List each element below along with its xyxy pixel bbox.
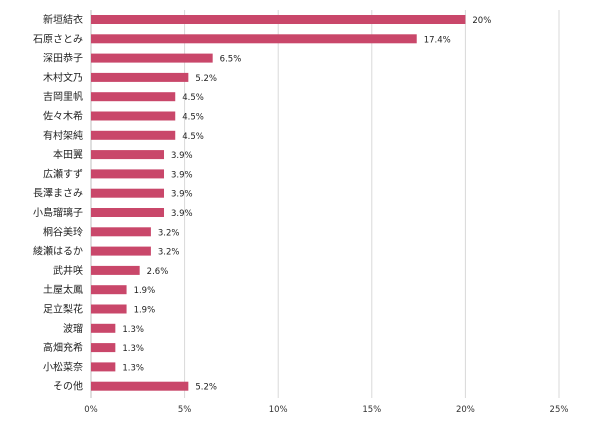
bar bbox=[91, 208, 165, 217]
x-tick-label: 20% bbox=[456, 405, 475, 415]
category-label: 石原さとみ bbox=[33, 33, 83, 45]
bar bbox=[91, 130, 176, 140]
category-label: 波瑠 bbox=[63, 322, 83, 335]
value-label: 6.5% bbox=[220, 55, 242, 65]
bar bbox=[91, 381, 189, 391]
bar bbox=[91, 34, 417, 44]
bar bbox=[91, 92, 176, 102]
x-tick-label: 10% bbox=[269, 405, 288, 415]
bar bbox=[91, 323, 116, 333]
value-label: 1.3% bbox=[122, 344, 144, 354]
category-label: 吉岡里帆 bbox=[43, 90, 83, 103]
value-label: 2.6% bbox=[147, 267, 169, 277]
category-label: 土屋太鳳 bbox=[43, 283, 83, 296]
category-label: 綾瀬はるか bbox=[33, 245, 83, 258]
bar bbox=[91, 285, 127, 295]
category-label: 深田恭子 bbox=[43, 53, 83, 65]
value-label: 3.2% bbox=[158, 248, 180, 258]
bar bbox=[91, 72, 189, 82]
bar bbox=[91, 343, 116, 353]
value-label: 3.9% bbox=[171, 190, 193, 200]
bar bbox=[91, 169, 165, 179]
bar bbox=[91, 227, 151, 237]
bar bbox=[91, 362, 116, 372]
x-tick-label: 0% bbox=[84, 405, 98, 415]
x-tick-label: 15% bbox=[362, 405, 381, 415]
value-label: 5.2% bbox=[195, 383, 217, 393]
category-label: 有村架純 bbox=[43, 129, 83, 142]
value-label: 1.3% bbox=[122, 363, 144, 373]
bars bbox=[91, 15, 466, 391]
category-label: 足立梨花 bbox=[43, 303, 83, 316]
category-label: 桐谷美玲 bbox=[43, 225, 83, 238]
x-tick-label: 25% bbox=[550, 405, 569, 415]
category-label: 新垣結衣 bbox=[43, 13, 83, 26]
value-label: 3.2% bbox=[158, 228, 180, 238]
value-label: 3.9% bbox=[171, 151, 193, 161]
bar bbox=[91, 265, 140, 275]
value-label: 4.5% bbox=[182, 113, 204, 123]
value-label: 1.9% bbox=[134, 306, 156, 316]
value-label: 4.5% bbox=[182, 93, 204, 103]
bar bbox=[91, 53, 213, 63]
category-label: 佐々木希 bbox=[43, 110, 83, 123]
value-label: 1.9% bbox=[134, 286, 156, 296]
category-label: 小島瑠璃子 bbox=[33, 206, 83, 219]
category-label: 木村文乃 bbox=[43, 71, 83, 84]
bar bbox=[91, 150, 165, 160]
category-label: 長澤まさみ bbox=[33, 188, 83, 200]
grid-lines bbox=[90, 10, 560, 398]
value-label: 3.9% bbox=[171, 170, 193, 180]
category-label: 広瀬すず bbox=[43, 167, 83, 180]
value-label: 20% bbox=[472, 16, 491, 26]
value-label: 1.3% bbox=[122, 325, 144, 335]
labels: 0% 5% 10% 15% 20% 25% 新垣結衣 20% 石原さとみ 17.4% 深田恭子 6.5… bbox=[33, 13, 568, 415]
category-label: 本田翼 bbox=[53, 148, 83, 161]
x-tick-label: 5% bbox=[178, 405, 192, 415]
value-label: 5.2% bbox=[195, 74, 217, 84]
bar bbox=[91, 304, 127, 314]
category-label: 武井咲 bbox=[53, 264, 83, 277]
category-label: 小松菜奈 bbox=[43, 360, 83, 373]
bar bbox=[91, 15, 466, 24]
category-label: 高畑充希 bbox=[43, 341, 83, 354]
bar bbox=[91, 111, 176, 121]
value-label: 3.9% bbox=[171, 209, 193, 219]
value-label: 4.5% bbox=[182, 132, 204, 142]
bar bbox=[91, 188, 165, 198]
bar bbox=[91, 246, 151, 256]
value-label: 17.4% bbox=[424, 35, 451, 45]
category-label: その他 bbox=[53, 380, 83, 393]
